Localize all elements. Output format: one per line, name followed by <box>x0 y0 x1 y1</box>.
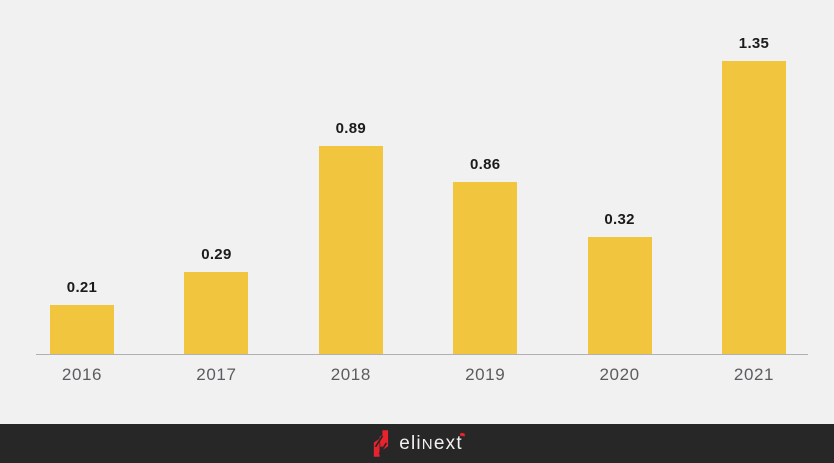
value-label-2017: 0.29 <box>201 246 232 263</box>
category-label-2016: 2016 <box>61 365 103 384</box>
bar-2021 <box>722 61 786 354</box>
elinext-n-mark-icon <box>374 430 389 457</box>
value-label-2016: 0.21 <box>66 279 98 296</box>
category-label-2017: 2017 <box>196 365 237 384</box>
value-label-2021: 1.35 <box>738 35 770 52</box>
bar-2017 <box>184 272 249 354</box>
t-accent-icon <box>459 432 466 436</box>
category-label-2018: 2018 <box>330 365 371 384</box>
bar-2016 <box>50 305 114 354</box>
wordmark-mid: ex <box>433 432 457 454</box>
value-label-2018: 0.89 <box>335 120 366 137</box>
category-label-2019: 2019 <box>465 365 506 384</box>
value-label-2019: 0.86 <box>469 156 501 173</box>
wordmark-t-letter: t <box>456 432 463 454</box>
bar-2020 <box>587 237 652 354</box>
wordmark-n: N <box>421 435 434 453</box>
wordmark-pre: eli <box>399 432 422 454</box>
bar-2018 <box>318 146 383 354</box>
bar-chart: 0.21 2016 0.29 2017 0.89 2018 0.86 2019 0.32 2020… <box>36 35 808 384</box>
category-label-2021: 2021 <box>733 365 775 384</box>
wordmark-t: t <box>456 432 466 454</box>
value-label-2020: 0.32 <box>604 211 635 228</box>
bar-2019 <box>453 182 518 354</box>
x-axis-line <box>36 354 808 355</box>
category-label-2020: 2020 <box>599 365 640 384</box>
